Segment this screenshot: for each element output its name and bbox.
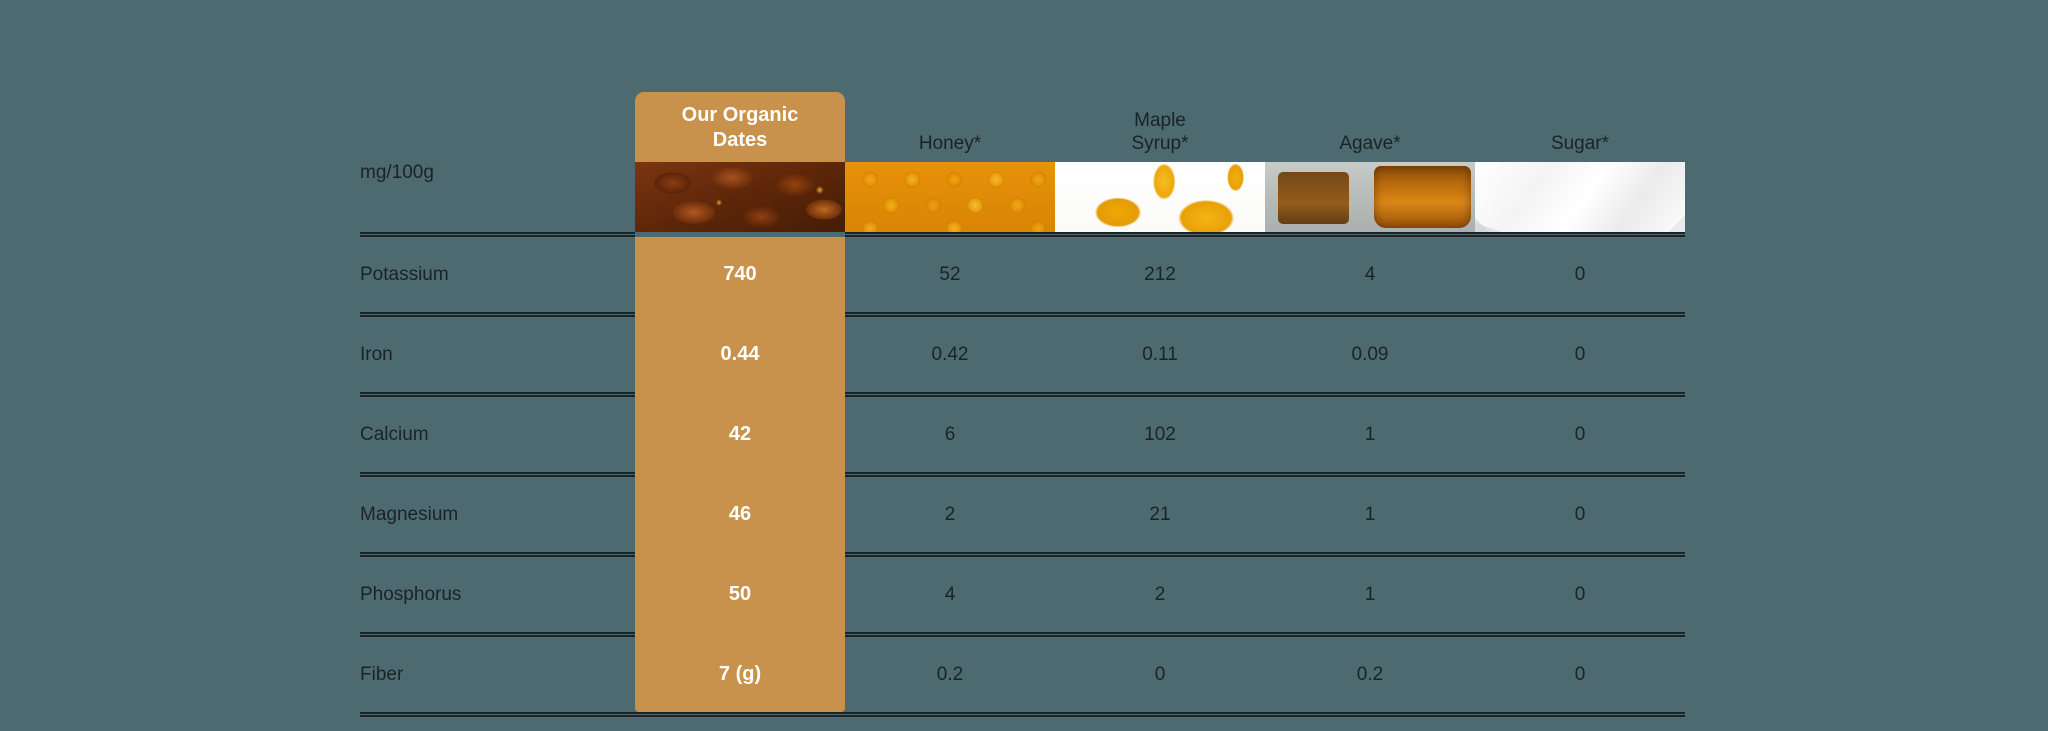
cell-iron-dates: 0.44 xyxy=(635,317,845,392)
row-divider xyxy=(360,472,1685,477)
agave-header-label: Agave* xyxy=(1265,132,1475,162)
cell-potassium-sugar: 0 xyxy=(1574,263,1586,285)
table-row: Potassium 740 52 212 4 0 xyxy=(360,237,1685,312)
maple-header-line2: Syrup* xyxy=(1131,133,1189,155)
cell-potassium-honey: 52 xyxy=(939,263,961,285)
row-label-magnesium: Magnesium xyxy=(360,503,459,525)
cell-calcium-maple: 102 xyxy=(1144,423,1176,445)
table-row: Magnesium 46 2 21 1 0 xyxy=(360,477,1685,552)
dates-photo xyxy=(635,162,845,232)
cell-phosphorus-agave: 1 xyxy=(1364,583,1376,605)
cell-iron-honey: 0.42 xyxy=(931,343,969,365)
row-label-phosphorus: Phosphorus xyxy=(360,583,462,605)
cell-phosphorus-sugar: 0 xyxy=(1574,583,1586,605)
image-cell-agave xyxy=(1265,162,1475,232)
cell-calcium-sugar: 0 xyxy=(1574,423,1586,445)
cell-magnesium-maple: 21 xyxy=(1149,503,1171,525)
table-row: Fiber 7 (g) 0.2 0 0.2 0 xyxy=(360,637,1685,712)
sugar-header-line1: Sugar* xyxy=(1550,133,1610,155)
row-divider xyxy=(360,392,1685,397)
header-spacer-cell xyxy=(360,92,635,162)
rule-table-bottom xyxy=(360,712,1685,717)
header-cell-maple: Maple Syrup* xyxy=(1055,92,1265,162)
row-divider xyxy=(360,632,1685,637)
maple-syrup-photo xyxy=(1055,162,1265,232)
header-cell-dates: Our Organic Dates xyxy=(635,92,845,162)
nutrition-comparison-table: Our Organic Dates Honey* Maple Syrup* xyxy=(360,92,1685,717)
cell-calcium-dates: 42 xyxy=(635,397,845,472)
dates-header-line2: Dates xyxy=(712,129,768,151)
cell-fiber-dates: 7 (g) xyxy=(635,637,845,712)
cell-phosphorus-dates: 50 xyxy=(635,557,845,632)
cell-magnesium-dates: 46 xyxy=(635,477,845,552)
image-cell-honey xyxy=(845,162,1055,232)
image-cell-dates xyxy=(635,162,845,232)
cell-fiber-honey: 0.2 xyxy=(936,663,964,685)
row-label-fiber: Fiber xyxy=(360,663,404,685)
image-cell-maple xyxy=(1055,162,1265,232)
row-label-calcium: Calcium xyxy=(360,423,429,445)
header-cell-honey: Honey* xyxy=(845,92,1055,162)
units-label: mg/100g xyxy=(360,162,434,183)
table-row: Phosphorus 50 4 2 1 0 xyxy=(360,557,1685,632)
cell-iron-maple: 0.11 xyxy=(1142,343,1178,365)
comparison-table: Our Organic Dates Honey* Maple Syrup* xyxy=(360,92,1685,717)
sugar-cubes-photo xyxy=(1475,162,1685,232)
cell-fiber-sugar: 0 xyxy=(1574,663,1586,685)
cell-magnesium-sugar: 0 xyxy=(1574,503,1586,525)
table-row: Iron 0.44 0.42 0.11 0.09 0 xyxy=(360,317,1685,392)
maple-header-line1: Maple xyxy=(1134,109,1186,131)
cell-calcium-agave: 1 xyxy=(1364,423,1376,445)
image-cell-sugar xyxy=(1475,162,1685,232)
cell-potassium-dates: 740 xyxy=(635,237,845,312)
cell-calcium-honey: 6 xyxy=(944,423,956,445)
header-cell-agave: Agave* xyxy=(1265,92,1475,162)
cell-fiber-maple: 0 xyxy=(1154,663,1166,685)
product-image-row: mg/100g xyxy=(360,162,1685,232)
row-label-potassium: Potassium xyxy=(360,263,449,285)
agave-syrup-photo xyxy=(1265,162,1475,232)
rule-under-units xyxy=(360,232,1685,237)
cell-iron-agave: 0.09 xyxy=(1351,343,1389,365)
honey-header-line1: Honey* xyxy=(918,133,982,155)
row-label-iron: Iron xyxy=(360,343,393,365)
honeycomb-photo xyxy=(845,162,1055,232)
cell-potassium-maple: 212 xyxy=(1144,263,1176,285)
dates-header-line1: Our Organic xyxy=(681,104,799,126)
cell-potassium-agave: 4 xyxy=(1364,263,1376,285)
dates-header-box: Our Organic Dates xyxy=(635,92,845,162)
honey-header-label: Honey* xyxy=(845,132,1055,162)
agave-header-line1: Agave* xyxy=(1339,133,1401,155)
cell-magnesium-honey: 2 xyxy=(944,503,956,525)
row-divider xyxy=(360,312,1685,317)
header-cell-sugar: Sugar* xyxy=(1475,92,1685,162)
cell-phosphorus-maple: 2 xyxy=(1154,583,1166,605)
table-header-row: Our Organic Dates Honey* Maple Syrup* xyxy=(360,92,1685,162)
sugar-header-label: Sugar* xyxy=(1475,132,1685,162)
cell-iron-sugar: 0 xyxy=(1574,343,1586,365)
maple-header-label: Maple Syrup* xyxy=(1055,109,1265,163)
row-divider xyxy=(360,552,1685,557)
cell-fiber-agave: 0.2 xyxy=(1356,663,1384,685)
table-row: Calcium 42 6 102 1 0 xyxy=(360,397,1685,472)
cell-magnesium-agave: 1 xyxy=(1364,503,1376,525)
cell-phosphorus-honey: 4 xyxy=(944,583,956,605)
